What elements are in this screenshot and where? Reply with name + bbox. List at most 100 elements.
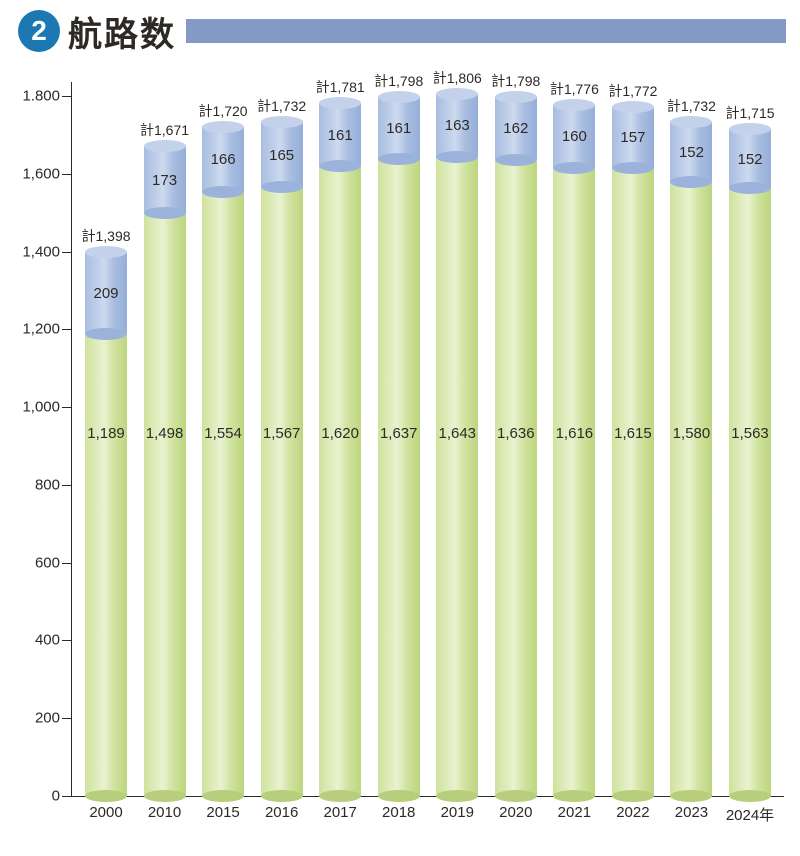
upper-value-label: 209 [93,285,118,302]
total-label: 計1,715 [725,103,774,123]
lower-value-label: 1,643 [438,425,476,442]
bar [553,168,595,796]
lower-value-label: 1,616 [556,425,594,442]
bar-segment-lower [436,157,478,796]
plot-area: 02004006008001,0001,2001,4001,6001.8001,… [72,96,784,796]
bar [319,166,361,796]
bar-segment-lower [261,187,303,796]
total-label: 計1,781 [316,77,365,97]
x-tick-label: 2022 [616,804,649,821]
bar-segment-lower [378,159,420,796]
bar [670,182,712,796]
chart-container: 2 航路数 02004006008001,0001,2001,4001,6001… [0,0,800,856]
bar-segment-lower [144,213,186,796]
lower-value-label: 1,580 [673,425,711,442]
bar [729,188,771,796]
lower-value-label: 1,637 [380,425,418,442]
bar-segment-lower [612,168,654,796]
x-tick-label: 2017 [323,804,356,821]
y-tick [62,640,72,641]
chart-header: 2 航路数 [18,6,786,56]
lower-value-label: 1,636 [497,425,535,442]
upper-value-label: 162 [503,120,528,137]
total-label: 計1,671 [140,120,189,140]
total-label: 計1,798 [491,71,540,91]
y-tick-label: 0 [52,788,60,805]
lower-value-label: 1,498 [146,425,184,442]
lower-value-label: 1,620 [321,425,359,442]
x-tick-label: 2018 [382,804,415,821]
lower-value-label: 1,554 [204,425,242,442]
upper-value-label: 161 [386,120,411,137]
total-label: 計1,732 [667,96,716,116]
bar [436,157,478,796]
y-tick [62,329,72,330]
lower-value-label: 1,615 [614,425,652,442]
section-number: 2 [31,15,47,47]
y-tick-label: 1,400 [22,243,60,260]
bar-segment-lower [670,182,712,796]
x-tick-label: 2024年 [726,804,774,825]
x-tick-label: 2010 [148,804,181,821]
bar [495,160,537,796]
y-tick-label: 200 [35,710,60,727]
y-tick [62,718,72,719]
x-tick-label: 2023 [675,804,708,821]
bar-segment-lower [202,192,244,796]
total-label: 計1,398 [81,226,130,246]
y-tick-label: 1,600 [22,165,60,182]
total-label: 計1,806 [433,68,482,88]
y-tick-label: 1,200 [22,321,60,338]
x-tick-label: 2000 [89,804,122,821]
bar [612,168,654,796]
bar [144,213,186,796]
y-tick [62,252,72,253]
y-tick-label: 1,000 [22,399,60,416]
x-tick-label: 2015 [206,804,239,821]
chart-title: 航路数 [68,7,176,56]
bar [202,192,244,796]
bar [261,187,303,796]
x-tick-label: 2016 [265,804,298,821]
lower-value-label: 1,189 [87,425,125,442]
title-accent-bar [186,19,786,43]
upper-value-label: 163 [445,117,470,134]
total-label: 計1,720 [199,101,248,121]
y-tick [62,174,72,175]
x-tick-label: 2021 [558,804,591,821]
total-label: 計1,776 [550,79,599,99]
bar-segment-lower [729,188,771,796]
x-tick-label: 2020 [499,804,532,821]
upper-value-label: 152 [679,144,704,161]
upper-value-label: 152 [737,151,762,168]
total-label: 計1,732 [257,96,306,116]
y-tick [62,485,72,486]
y-tick-label: 800 [35,476,60,493]
bar-segment-lower [85,334,127,796]
bar-segment-lower [495,160,537,796]
upper-value-label: 157 [620,129,645,146]
total-label: 計1,798 [374,71,423,91]
y-tick [62,563,72,564]
upper-value-label: 166 [211,151,236,168]
upper-value-label: 165 [269,147,294,164]
y-tick-label: 400 [35,632,60,649]
y-tick [62,407,72,408]
y-tick [62,796,72,797]
bar [378,159,420,796]
lower-value-label: 1,563 [731,425,769,442]
bar [85,334,127,796]
upper-value-label: 173 [152,172,177,189]
section-number-badge: 2 [18,10,60,52]
y-tick-label: 1.800 [22,88,60,105]
x-tick-label: 2019 [441,804,474,821]
y-tick [62,96,72,97]
total-label: 計1,772 [608,81,657,101]
upper-value-label: 161 [328,127,353,144]
bar-segment-lower [319,166,361,796]
upper-value-label: 160 [562,128,587,145]
y-tick-label: 600 [35,554,60,571]
y-axis-line [71,82,72,796]
lower-value-label: 1,567 [263,425,301,442]
bar-segment-lower [553,168,595,796]
